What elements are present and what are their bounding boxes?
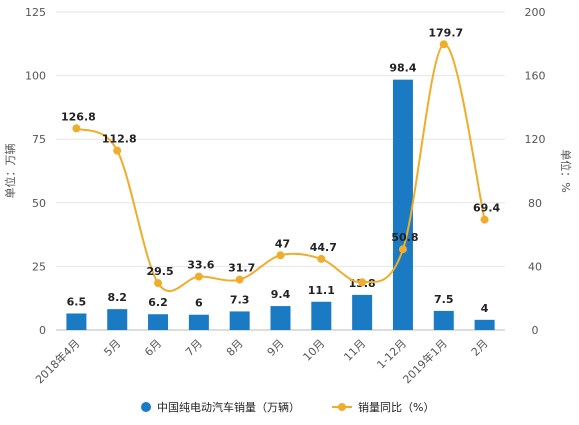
line-value-label: 33.6 <box>187 259 214 272</box>
x-tick-label: 2019年1月 <box>400 336 450 386</box>
right-tick-label: 40 <box>528 260 542 273</box>
line-value-label: 47 <box>275 237 290 250</box>
x-tick-label: 7月 <box>183 337 205 359</box>
x-tick-label: 6月 <box>142 337 164 359</box>
bar <box>433 310 454 330</box>
right-tick-label: 120 <box>525 133 546 146</box>
right-axis-ticks: 0 40 80 120 160 200 <box>525 6 546 337</box>
left-tick-label: 125 <box>25 6 46 19</box>
line-value-label: 126.8 <box>61 110 96 123</box>
right-axis-title: 单位：% <box>559 149 573 192</box>
line-series <box>72 40 489 292</box>
bar <box>270 306 291 330</box>
bar-series <box>66 79 495 330</box>
line-point <box>480 215 489 224</box>
line-point <box>398 245 407 254</box>
line-point <box>113 146 122 155</box>
bar-value-label: 11.1 <box>308 284 335 297</box>
bar <box>148 314 169 330</box>
bar-value-label: 4 <box>481 302 489 315</box>
bar <box>311 301 332 330</box>
line-point <box>358 278 367 287</box>
x-tick-label: 2月 <box>469 337 491 359</box>
bar <box>229 311 250 330</box>
x-tick-label: 1-12月 <box>374 337 409 372</box>
line-value-label: 29.5 <box>146 265 173 278</box>
bar <box>188 314 209 330</box>
left-tick-label: 25 <box>32 260 46 273</box>
line-point <box>194 272 203 281</box>
bar-value-label: 9.4 <box>271 288 291 301</box>
left-tick-label: 0 <box>39 324 46 337</box>
line-value-label: 112.8 <box>102 133 137 146</box>
line-point <box>72 124 81 133</box>
bar <box>474 319 495 330</box>
left-axis-title: 单位：万辆 <box>3 144 17 199</box>
bar <box>392 79 413 330</box>
grid-lines <box>56 11 505 331</box>
x-tick-label: 8月 <box>224 337 246 359</box>
legend-bar-label: 中国纯电动汽车销量（万辆） <box>157 400 300 414</box>
bar-value-label: 6.5 <box>67 295 87 308</box>
bar <box>352 294 373 330</box>
bar <box>66 313 87 330</box>
legend-line-label: 销量同比（%） <box>358 400 434 414</box>
line-value-label: 31.7 <box>228 262 255 275</box>
left-axis-ticks: 0 25 50 75 100 125 <box>25 6 46 337</box>
line-point <box>317 254 326 263</box>
bar <box>107 309 128 330</box>
bar-data-labels: 6.58.26.267.39.411.113.898.47.54 <box>67 62 489 315</box>
line-path <box>75 43 486 292</box>
right-tick-label: 200 <box>525 6 546 19</box>
right-tick-label: 80 <box>528 197 542 210</box>
line-point <box>235 275 244 284</box>
legend: 中国纯电动汽车销量（万辆） 销量同比（%） <box>141 400 434 414</box>
x-tick-label: 11月 <box>341 337 368 364</box>
bar-value-label: 7.3 <box>230 293 250 306</box>
right-tick-label: 160 <box>525 70 546 83</box>
bar-value-label: 6 <box>195 297 203 310</box>
line-value-label: 179.7 <box>428 26 463 39</box>
line-value-label: 44.7 <box>310 241 337 254</box>
line-point <box>154 279 163 288</box>
line-point <box>439 40 448 49</box>
x-tick-label: 10月 <box>301 337 328 364</box>
left-tick-label: 50 <box>32 197 46 210</box>
legend-bar-swatch-icon <box>141 402 151 412</box>
line-value-label: 50.8 <box>391 231 418 244</box>
left-tick-label: 75 <box>32 133 46 146</box>
bar-value-label: 98.4 <box>389 62 416 75</box>
bar-value-label: 7.5 <box>434 293 454 306</box>
line-value-label: 69.4 <box>473 202 500 215</box>
x-tick-label: 5月 <box>101 337 123 359</box>
bar-value-label: 8.2 <box>107 291 127 304</box>
x-tick-label: 2018年4月 <box>32 336 82 386</box>
left-tick-label: 100 <box>25 70 46 83</box>
x-tick-label: 9月 <box>265 337 287 359</box>
right-tick-label: 0 <box>532 324 539 337</box>
bar-value-label: 6.2 <box>148 296 168 309</box>
legend-line-marker-icon <box>338 403 346 411</box>
line-data-labels: 126.8 112.8 29.5 33.6 31.7 47 44.7 50.8 179.7 69.… <box>61 26 500 278</box>
line-point <box>276 251 285 260</box>
